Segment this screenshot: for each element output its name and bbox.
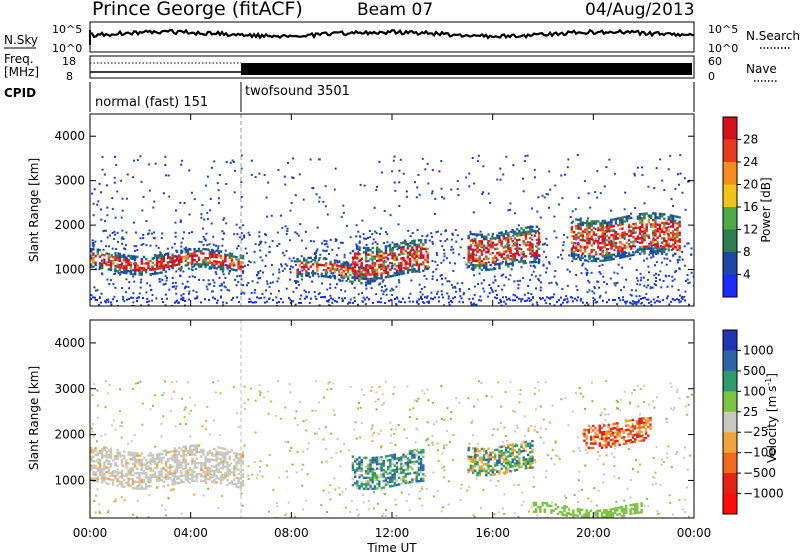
y-tick-label: 3000 bbox=[54, 382, 85, 396]
colorbar-swatch bbox=[723, 391, 737, 413]
colorbar-tick: 16 bbox=[743, 200, 758, 214]
colorbar-swatch bbox=[723, 117, 737, 140]
frequency-panel: Freq. [MHz] 18 8 60 0 Nave bbox=[4, 52, 778, 83]
nave-block bbox=[241, 63, 692, 75]
nave-label: Nave bbox=[746, 62, 777, 76]
freq-tick-low: 8 bbox=[66, 70, 73, 83]
colorbar-tick: 4 bbox=[743, 268, 751, 282]
x-tick-label: 08:00 bbox=[274, 526, 309, 540]
colorbar-swatch bbox=[723, 350, 737, 372]
colorbar-tick: 1000 bbox=[743, 343, 774, 357]
colorbar-tick: 100 bbox=[743, 384, 766, 398]
colorbar-tick: 20 bbox=[743, 178, 758, 192]
colorbar-swatch bbox=[723, 452, 737, 474]
noise-left-tick-low: 10^0 bbox=[52, 42, 82, 55]
colorbar-tick: 25 bbox=[743, 405, 758, 419]
y-tick-label: 2000 bbox=[54, 218, 85, 232]
colorbar-tick: −100 bbox=[743, 446, 776, 460]
velocity-scatter bbox=[90, 379, 693, 518]
beam-label: Beam 07 bbox=[357, 0, 433, 20]
cpid-panel: CPID normal (fast) 151 twofsound 3501 bbox=[4, 82, 695, 112]
y-tick-label: 1000 bbox=[54, 263, 85, 277]
colorbar-tick: 8 bbox=[743, 245, 751, 259]
station-title: Prince George (fitACF) bbox=[92, 0, 303, 20]
colorbar-tick: 12 bbox=[743, 223, 758, 237]
noise-right-tick-high: 10^5 bbox=[708, 23, 738, 36]
colorbar-swatch bbox=[723, 184, 737, 208]
power-scatter bbox=[90, 154, 694, 306]
x-axis-label: Time UT bbox=[366, 541, 417, 554]
freq-label-top: Freq. bbox=[4, 52, 34, 66]
nave-tick-high: 60 bbox=[708, 55, 722, 68]
colorbar-swatch bbox=[723, 274, 737, 298]
colorbar-swatch bbox=[723, 229, 737, 253]
x-tick-label: 12:00 bbox=[375, 526, 410, 540]
colorbar-swatch bbox=[723, 207, 737, 230]
colorbar-swatch bbox=[723, 473, 737, 495]
colorbar-swatch bbox=[723, 162, 737, 185]
power-colorbar-label: Power [dB] bbox=[759, 177, 773, 242]
noise-trace bbox=[88, 28, 695, 45]
colorbar-swatch bbox=[723, 493, 737, 515]
velocity-y-axis-label: Slant Range [km] bbox=[27, 366, 41, 470]
colorbar-tick: 500 bbox=[743, 364, 766, 378]
colorbar-swatch bbox=[723, 139, 737, 163]
colorbar-tick: 28 bbox=[743, 133, 758, 147]
x-tick-label: 00:00 bbox=[677, 526, 712, 540]
power-y-axis-label: Slant Range [km] bbox=[27, 158, 41, 262]
date-label: 04/Aug/2013 bbox=[585, 0, 695, 20]
noise-left-label: N.Sky bbox=[4, 33, 38, 47]
colorbar-swatch bbox=[723, 370, 737, 392]
y-tick-label: 2000 bbox=[54, 428, 85, 442]
noise-panel: N.Sky 10^5 10^0 10^5 10^0 N.Search bbox=[4, 21, 800, 55]
velocity-colorbar-label: Velocity [m s-1] bbox=[764, 373, 779, 463]
colorbar-tick: 24 bbox=[743, 155, 758, 169]
y-tick-label: 3000 bbox=[54, 174, 85, 188]
y-tick-label: 4000 bbox=[54, 336, 85, 350]
colorbar-swatch bbox=[723, 411, 737, 433]
freq-label-bottom: [MHz] bbox=[4, 65, 39, 79]
cpid-segment-2: twofsound 3501 bbox=[245, 84, 350, 99]
x-tick-label: 20:00 bbox=[576, 526, 611, 540]
freq-tick-high: 18 bbox=[62, 55, 76, 68]
colorbar-tick: −500 bbox=[743, 466, 776, 480]
noise-left-tick-high: 10^5 bbox=[52, 23, 82, 36]
cpid-segment-1: normal (fast) 151 bbox=[95, 95, 208, 110]
y-tick-label: 4000 bbox=[54, 129, 85, 143]
noise-right-label: N.Search bbox=[746, 29, 800, 43]
colorbar-tick: −25 bbox=[743, 425, 768, 439]
colorbar-swatch bbox=[723, 330, 737, 351]
colorbar-tick: −1000 bbox=[743, 487, 784, 501]
colorbar-swatch bbox=[723, 432, 737, 454]
y-tick-label: 1000 bbox=[54, 473, 85, 487]
cpid-label: CPID bbox=[4, 86, 36, 100]
power-panel: 1000 2000 3000 4000 Slant Range [km] 28 24 20… bbox=[27, 113, 773, 307]
nave-tick-low: 0 bbox=[708, 70, 715, 83]
noise-right-tick-low: 10^0 bbox=[708, 42, 738, 55]
velocity-panel: 1000 2000 3000 4000 Slant Range [km] 1000 50… bbox=[27, 319, 784, 519]
colorbar-swatch bbox=[723, 252, 737, 275]
x-tick-label: 00:00 bbox=[73, 526, 108, 540]
x-tick-label: 04:00 bbox=[173, 526, 208, 540]
x-tick-label: 16:00 bbox=[475, 526, 510, 540]
